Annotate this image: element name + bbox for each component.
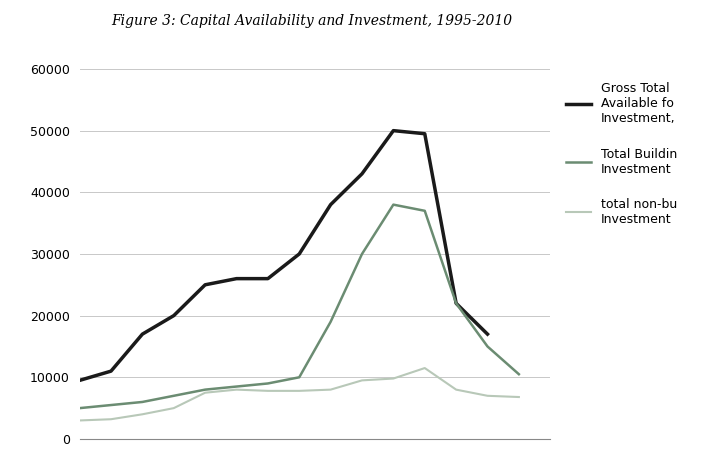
Line: total non-bu
Investment: total non-bu Investment bbox=[80, 368, 519, 421]
total non-bu
Investment bbox=[75, 418, 84, 423]
Total Buildin
Investment bbox=[201, 387, 209, 392]
Total Buildin
Investment bbox=[264, 380, 272, 386]
Gross Total
Available fo
Investment, bbox=[358, 171, 366, 177]
total non-bu
Investment bbox=[327, 387, 335, 392]
Gross Total
Available fo
Investment, bbox=[106, 368, 115, 374]
Total Buildin
Investment bbox=[327, 319, 335, 325]
Gross Total
Available fo
Investment, bbox=[295, 251, 303, 257]
Gross Total
Available fo
Investment, bbox=[201, 282, 209, 287]
total non-bu
Investment bbox=[169, 405, 178, 411]
Total Buildin
Investment bbox=[232, 384, 241, 389]
Gross Total
Available fo
Investment, bbox=[452, 301, 460, 306]
total non-bu
Investment bbox=[483, 393, 492, 399]
total non-bu
Investment bbox=[421, 365, 429, 371]
total non-bu
Investment bbox=[295, 388, 303, 394]
Total Buildin
Investment bbox=[483, 344, 492, 349]
total non-bu
Investment bbox=[264, 388, 272, 394]
total non-bu
Investment bbox=[232, 387, 241, 392]
Total Buildin
Investment bbox=[452, 301, 460, 306]
total non-bu
Investment bbox=[358, 378, 366, 383]
Legend: Gross Total
Available fo
Investment,, Total Buildin
Investment, total non-bu
Inv: Gross Total Available fo Investment,, To… bbox=[566, 82, 677, 226]
Total Buildin
Investment bbox=[421, 208, 429, 214]
Gross Total
Available fo
Investment, bbox=[421, 131, 429, 136]
Line: Gross Total
Available fo
Investment,: Gross Total Available fo Investment, bbox=[80, 131, 487, 380]
Gross Total
Available fo
Investment, bbox=[483, 331, 492, 337]
total non-bu
Investment bbox=[201, 390, 209, 396]
Gross Total
Available fo
Investment, bbox=[232, 276, 241, 281]
Gross Total
Available fo
Investment, bbox=[389, 128, 397, 134]
Gross Total
Available fo
Investment, bbox=[138, 331, 147, 337]
Total Buildin
Investment bbox=[138, 399, 147, 405]
total non-bu
Investment bbox=[452, 387, 460, 392]
Gross Total
Available fo
Investment, bbox=[327, 202, 335, 208]
Text: Figure 3: Capital Availability and Investment, 1995-2010: Figure 3: Capital Availability and Inves… bbox=[111, 14, 512, 28]
total non-bu
Investment bbox=[515, 394, 523, 400]
total non-bu
Investment bbox=[106, 416, 115, 422]
Line: Total Buildin
Investment: Total Buildin Investment bbox=[80, 205, 519, 408]
Total Buildin
Investment bbox=[295, 374, 303, 380]
total non-bu
Investment bbox=[389, 376, 397, 381]
Gross Total
Available fo
Investment, bbox=[169, 313, 178, 319]
Total Buildin
Investment bbox=[75, 405, 84, 411]
Gross Total
Available fo
Investment, bbox=[264, 276, 272, 281]
Total Buildin
Investment bbox=[389, 202, 397, 208]
Total Buildin
Investment bbox=[358, 251, 366, 257]
Total Buildin
Investment bbox=[106, 402, 115, 408]
Gross Total
Available fo
Investment, bbox=[75, 378, 84, 383]
total non-bu
Investment bbox=[138, 412, 147, 417]
Total Buildin
Investment bbox=[169, 393, 178, 399]
Total Buildin
Investment bbox=[515, 371, 523, 377]
